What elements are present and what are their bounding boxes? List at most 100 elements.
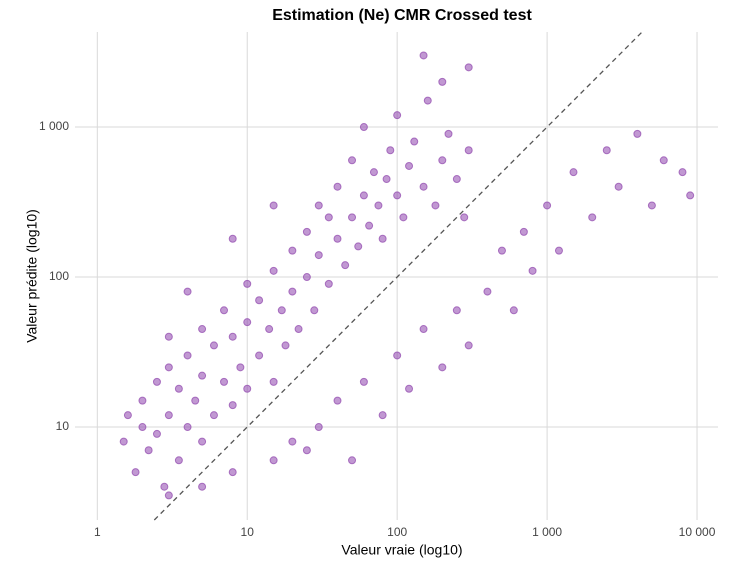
point [423, 96, 432, 105]
point [438, 363, 447, 372]
point [209, 411, 218, 420]
identity-line [153, 31, 643, 521]
point [359, 123, 368, 132]
point [160, 482, 169, 491]
point [378, 411, 387, 420]
point [288, 287, 297, 296]
point [144, 446, 153, 455]
point [174, 384, 183, 393]
point [138, 423, 147, 432]
point [183, 351, 192, 360]
point [243, 279, 252, 288]
x-tick-label: 1 000 [532, 525, 562, 539]
point [269, 266, 278, 275]
point [393, 351, 402, 360]
point [410, 137, 419, 146]
point [497, 246, 506, 255]
point [452, 306, 461, 315]
point [386, 146, 395, 155]
point [464, 63, 473, 72]
point [324, 279, 333, 288]
point [405, 384, 414, 393]
point [369, 168, 378, 177]
point [164, 363, 173, 372]
point [464, 146, 473, 155]
point [543, 201, 552, 210]
point [359, 377, 368, 386]
point [519, 227, 528, 236]
point [348, 156, 357, 165]
point [198, 437, 207, 446]
point [438, 156, 447, 165]
point [614, 182, 623, 191]
point [255, 296, 264, 305]
point [399, 213, 408, 222]
point [419, 182, 428, 191]
point [333, 182, 342, 191]
point [405, 161, 414, 170]
chart-title: Estimation (Ne) CMR Crossed test [272, 7, 532, 24]
point [333, 234, 342, 243]
point [310, 306, 319, 315]
point [359, 191, 368, 200]
point [228, 234, 237, 243]
point [220, 306, 229, 315]
point [602, 146, 611, 155]
point [269, 377, 278, 386]
point [348, 213, 357, 222]
point [341, 261, 350, 270]
point [647, 201, 656, 210]
point [333, 396, 342, 405]
point [588, 213, 597, 222]
point [348, 456, 357, 465]
point [255, 351, 264, 360]
point [686, 191, 695, 200]
point [302, 227, 311, 236]
y-axis-label: Valeur prédite (log10) [24, 209, 40, 343]
point [277, 306, 286, 315]
point [243, 384, 252, 393]
point [314, 423, 323, 432]
point [393, 111, 402, 120]
point [164, 491, 173, 500]
point [236, 363, 245, 372]
y-tick-label: 1 000 [39, 119, 69, 133]
point [460, 213, 469, 222]
point [444, 129, 453, 138]
point [528, 266, 537, 275]
x-tick-label: 100 [387, 525, 407, 539]
point [131, 468, 140, 477]
point [198, 482, 207, 491]
point [419, 51, 428, 60]
point [209, 341, 218, 350]
point [183, 287, 192, 296]
x-axis-label: Valeur vraie (log10) [341, 542, 462, 558]
y-tick-label: 10 [56, 419, 70, 433]
point [419, 325, 428, 334]
point [164, 332, 173, 341]
point [452, 175, 461, 184]
x-tick-label: 10 000 [679, 525, 716, 539]
point [183, 423, 192, 432]
point [302, 446, 311, 455]
point [228, 401, 237, 410]
point [659, 156, 668, 165]
point [633, 129, 642, 138]
point [174, 456, 183, 465]
point [191, 396, 200, 405]
point [378, 234, 387, 243]
point [138, 396, 147, 405]
point [554, 246, 563, 255]
point [483, 287, 492, 296]
point [123, 411, 132, 420]
x-tick-label: 1 [94, 525, 101, 539]
point [302, 273, 311, 282]
point [382, 175, 391, 184]
point [164, 411, 173, 420]
y-tick-label: 100 [49, 269, 69, 283]
point [569, 168, 578, 177]
point [374, 201, 383, 210]
point [509, 306, 518, 315]
point [269, 201, 278, 210]
